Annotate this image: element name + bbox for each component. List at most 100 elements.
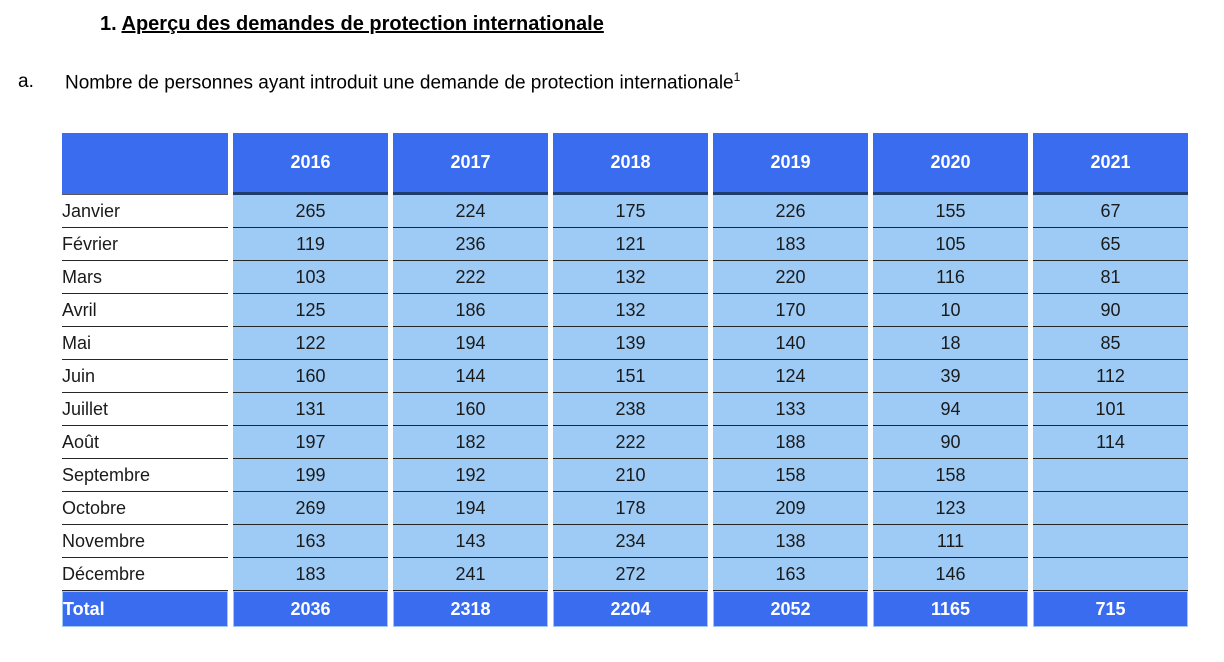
month-cell: Février [62,228,228,261]
year-header-2019: 2019 [713,133,868,195]
value-cell: 163 [233,525,388,558]
value-cell: 269 [233,492,388,525]
value-cell: 143 [393,525,548,558]
total-value-cell: 1165 [873,591,1028,627]
value-cell: 112 [1033,360,1188,393]
subsection-line: a. Nombre de personnes ayant introduit u… [18,71,740,94]
value-cell: 101 [1033,393,1188,426]
value-cell: 133 [713,393,868,426]
value-cell [1033,525,1188,558]
footnote-ref: 1 [733,70,741,84]
value-cell: 116 [873,261,1028,294]
month-cell: Mars [62,261,228,294]
value-cell: 105 [873,228,1028,261]
month-cell: Juin [62,360,228,393]
month-cell: Décembre [62,558,228,591]
total-label-cell: Total [62,591,228,627]
table-row: Avril 125 186 132 170 10 90 [62,294,1188,327]
value-cell: 124 [713,360,868,393]
value-cell: 163 [713,558,868,591]
item-letter: a. [18,71,34,92]
value-cell: 226 [713,195,868,228]
value-cell: 160 [393,393,548,426]
table-row: Janvier 265 224 175 226 155 67 [62,195,1188,228]
value-cell: 151 [553,360,708,393]
value-cell: 121 [553,228,708,261]
value-cell: 140 [713,327,868,360]
value-cell: 90 [873,426,1028,459]
value-cell: 65 [1033,228,1188,261]
value-cell: 186 [393,294,548,327]
value-cell: 10 [873,294,1028,327]
value-cell: 18 [873,327,1028,360]
table-row: Mars 103 222 132 220 116 81 [62,261,1188,294]
value-cell: 39 [873,360,1028,393]
value-cell: 183 [713,228,868,261]
value-cell: 114 [1033,426,1188,459]
value-cell: 119 [233,228,388,261]
value-cell: 224 [393,195,548,228]
value-cell: 183 [233,558,388,591]
value-cell: 111 [873,525,1028,558]
table-row: Septembre 199 192 210 158 158 [62,459,1188,492]
item-text: Nombre de personnes ayant introduit une … [65,70,741,94]
table-row: Octobre 269 194 178 209 123 [62,492,1188,525]
value-cell: 139 [553,327,708,360]
month-cell: Septembre [62,459,228,492]
value-cell: 144 [393,360,548,393]
month-cell: Janvier [62,195,228,228]
value-cell: 160 [233,360,388,393]
value-cell: 123 [873,492,1028,525]
table-row: Mai 122 194 139 140 18 85 [62,327,1188,360]
value-cell: 146 [873,558,1028,591]
value-cell: 85 [1033,327,1188,360]
value-cell: 220 [713,261,868,294]
value-cell: 222 [393,261,548,294]
month-cell: Mai [62,327,228,360]
page-title: 1. Aperçu des demandes de protection int… [100,13,604,36]
year-header-2020: 2020 [873,133,1028,195]
value-cell: 138 [713,525,868,558]
value-cell: 182 [393,426,548,459]
value-cell: 94 [873,393,1028,426]
value-cell: 158 [713,459,868,492]
table-row: Juin 160 144 151 124 39 112 [62,360,1188,393]
value-cell: 90 [1033,294,1188,327]
value-cell: 236 [393,228,548,261]
value-cell: 158 [873,459,1028,492]
value-cell: 234 [553,525,708,558]
total-value-cell: 2204 [553,591,708,627]
value-cell: 210 [553,459,708,492]
value-cell: 209 [713,492,868,525]
month-cell: Août [62,426,228,459]
data-table: 2016 2017 2018 2019 2020 2021 Janvier 265 224 17… [57,133,1193,627]
value-cell: 81 [1033,261,1188,294]
value-cell: 194 [393,492,548,525]
value-cell: 238 [553,393,708,426]
year-header-2016: 2016 [233,133,388,195]
value-cell: 175 [553,195,708,228]
value-cell [1033,558,1188,591]
total-value-cell: 2036 [233,591,388,627]
section-heading: Aperçu des demandes de protection intern… [121,13,604,35]
value-cell: 178 [553,492,708,525]
value-cell: 197 [233,426,388,459]
value-cell: 241 [393,558,548,591]
value-cell: 188 [713,426,868,459]
month-cell: Avril [62,294,228,327]
total-value-cell: 715 [1033,591,1188,627]
value-cell: 103 [233,261,388,294]
value-cell: 222 [553,426,708,459]
table-row: Décembre 183 241 272 163 146 [62,558,1188,591]
corner-cell [62,133,228,195]
month-cell: Juillet [62,393,228,426]
value-cell: 155 [873,195,1028,228]
year-header-2021: 2021 [1033,133,1188,195]
table-row: Août 197 182 222 188 90 114 [62,426,1188,459]
value-cell: 131 [233,393,388,426]
value-cell: 199 [233,459,388,492]
table-row: Février 119 236 121 183 105 65 [62,228,1188,261]
month-cell: Novembre [62,525,228,558]
value-cell: 272 [553,558,708,591]
table-body: Janvier 265 224 175 226 155 67 Février 119 236 121… [62,195,1188,627]
